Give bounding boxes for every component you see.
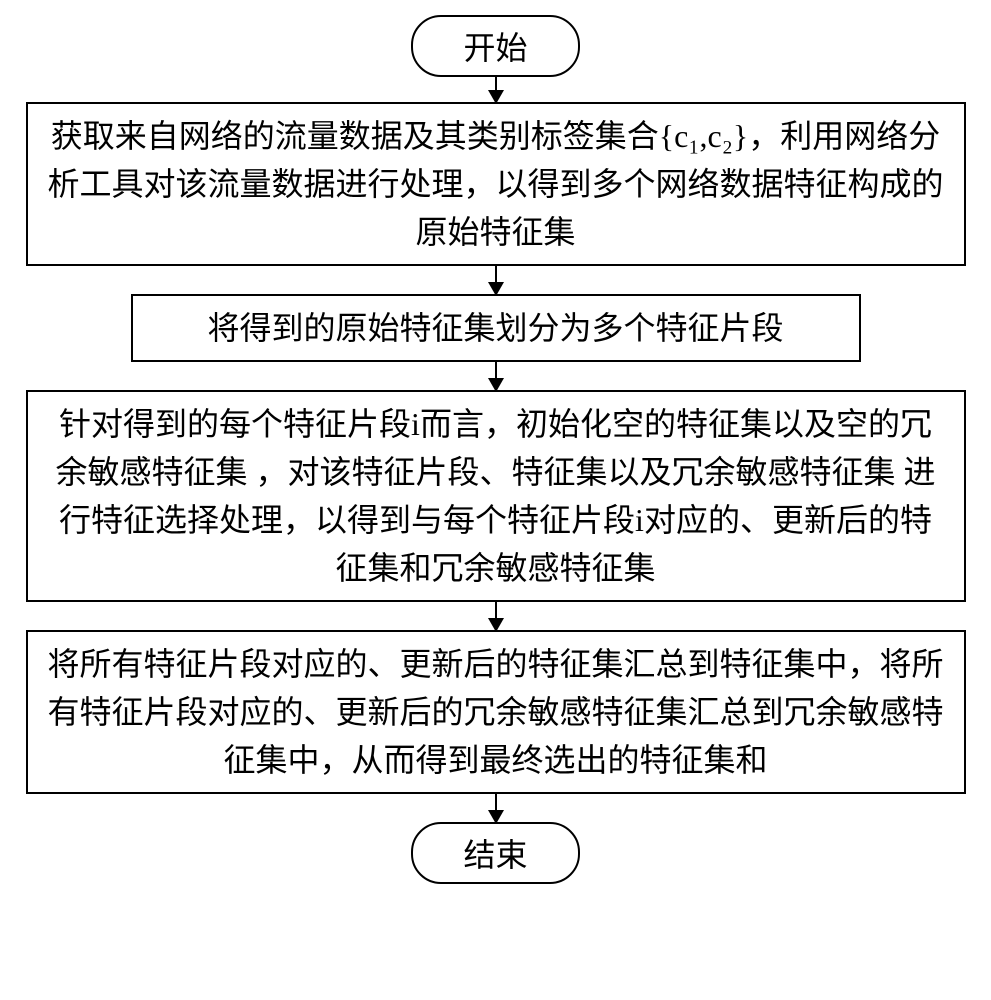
process-step2: 将得到的原始特征集划分为多个特征片段 <box>131 294 861 362</box>
arrow-5 <box>495 794 497 822</box>
end-terminal: 结束 <box>411 822 579 884</box>
arrow-4 <box>495 602 497 630</box>
step2-label: 将得到的原始特征集划分为多个特征片段 <box>207 310 783 346</box>
step3-label: 针对得到的每个特征片段i而言，初始化空的特征集以及空的冗余敏感特征集 ，对该特征… <box>55 406 935 586</box>
arrow-1 <box>495 77 497 102</box>
start-terminal: 开始 <box>411 15 579 77</box>
end-label: 结束 <box>463 837 527 873</box>
start-label: 开始 <box>463 30 527 66</box>
arrow-2 <box>495 266 497 294</box>
flowchart-container: 开始 获取来自网络的流量数据及其类别标签集合{c₁,c₂}，利用网络分析工具对该… <box>0 0 991 884</box>
process-step4: 将所有特征片段对应的、更新后的特征集汇总到特征集中，将所有特征片段对应的、更新后… <box>26 630 966 794</box>
step1-label: 获取来自网络的流量数据及其类别标签集合{c₁,c₂}，利用网络分析工具对该流量数… <box>48 118 944 250</box>
step4-label: 将所有特征片段对应的、更新后的特征集汇总到特征集中，将所有特征片段对应的、更新后… <box>48 646 944 778</box>
process-step3: 针对得到的每个特征片段i而言，初始化空的特征集以及空的冗余敏感特征集 ，对该特征… <box>26 390 966 602</box>
arrow-3 <box>495 362 497 390</box>
process-step1: 获取来自网络的流量数据及其类别标签集合{c₁,c₂}，利用网络分析工具对该流量数… <box>26 102 966 266</box>
